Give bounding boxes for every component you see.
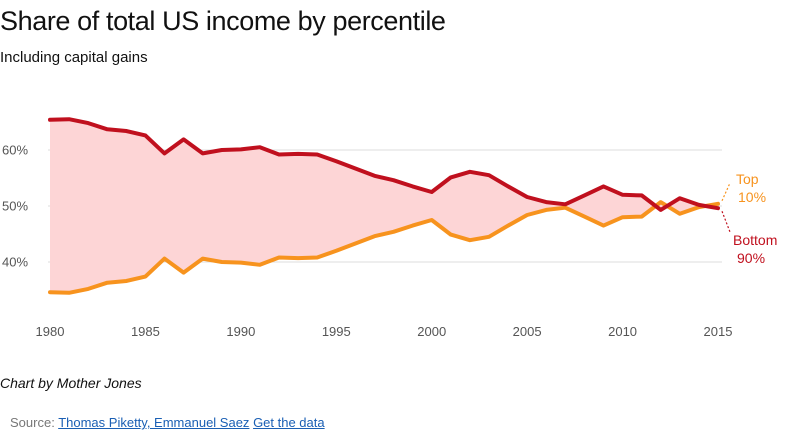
bottom-90-leader [721, 211, 731, 233]
x-tick-label-1985: 1985 [131, 324, 160, 339]
x-tick-label-2010: 2010 [608, 324, 637, 339]
gap-band-area [50, 119, 718, 293]
source-line: Source: Thomas Piketty, Emmanuel Saez Ge… [10, 415, 325, 430]
source-link[interactable]: Thomas Piketty, Emmanuel Saez [58, 415, 250, 430]
source-prefix: Source: [10, 415, 55, 430]
y-tick-label-40: 40% [2, 255, 28, 270]
y-tick-label-50: 50% [2, 199, 28, 214]
top-10-label: Top 10% [736, 171, 766, 205]
x-tick-label-1990: 1990 [226, 324, 255, 339]
bottom-90-label: Bottom 90% [733, 232, 777, 266]
x-tick-label-1995: 1995 [322, 324, 351, 339]
chart-credit: Chart by Mother Jones [0, 375, 142, 391]
bottom-90-line [48, 117, 720, 212]
x-tick-label-2015: 2015 [704, 324, 733, 339]
y-tick-label-60: 60% [2, 143, 28, 158]
top-10-line [48, 200, 720, 295]
x-tick-label-1980: 1980 [36, 324, 65, 339]
chart-subtitle: Including capital gains [0, 49, 148, 66]
x-tick-label-2000: 2000 [417, 324, 446, 339]
get-data-link[interactable]: Get the data [253, 415, 325, 430]
x-tick-label-2005: 2005 [513, 324, 542, 339]
chart-title: Share of total US income by percentile [0, 6, 446, 36]
top-10-leader [721, 182, 731, 202]
income-share-chart: 40% 50% 60% 1980 1985 1990 1995 2000 2005 2010 201… [2, 117, 777, 339]
